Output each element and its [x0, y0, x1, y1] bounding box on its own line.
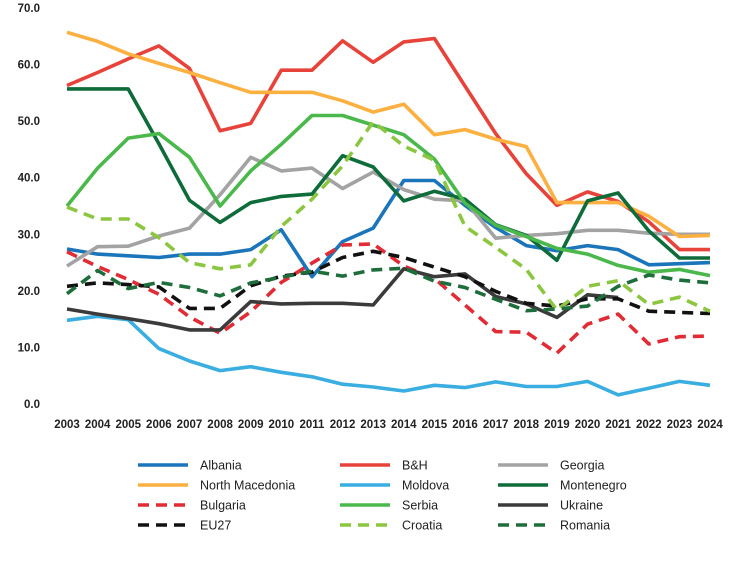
legend-label-croatia: Croatia	[402, 519, 442, 533]
x-tick-label: 2007	[177, 419, 203, 431]
x-tick-label: 2008	[207, 419, 233, 431]
x-tick-label: 2013	[360, 419, 386, 431]
series-line-montenegro	[67, 87, 710, 263]
legend-label-north-macedonia: North Macedonia	[200, 479, 295, 493]
legend-label-eu27: EU27	[200, 519, 231, 533]
series-line-north-macedonia	[66, 30, 711, 239]
x-tick-label: 2012	[330, 419, 356, 431]
legend: Albania B&H Georgia North Macedonia Moldova M…	[138, 459, 627, 533]
y-tick-label: 30.0	[18, 229, 40, 241]
x-axis-ticks: 2003 2004 2005 2006 2007 2008 2009 2010 2011 2012…	[54, 419, 723, 431]
series-line-romania	[65, 266, 711, 313]
y-tick-label: 40.0	[18, 173, 40, 185]
series-lines	[65, 30, 711, 397]
x-tick-label: 2003	[54, 419, 80, 431]
legend-label-serbia: Serbia	[402, 499, 438, 513]
legend-label-moldova: Moldova	[402, 479, 449, 493]
x-tick-label: 2024	[697, 419, 723, 431]
legend-label-b-h: B&H	[402, 459, 428, 473]
series-line-eu27	[66, 249, 711, 316]
x-tick-label: 2005	[115, 419, 141, 431]
x-tick-label: 2011	[299, 419, 325, 431]
y-tick-label: 50.0	[18, 116, 40, 128]
x-tick-label: 2021	[605, 419, 631, 431]
x-tick-label: 2004	[85, 419, 111, 431]
legend-label-ukraine: Ukraine	[560, 499, 603, 513]
x-tick-label: 2015	[422, 419, 448, 431]
series-line-bulgaria	[66, 242, 711, 355]
legend-label-montenegro: Montenegro	[560, 479, 627, 493]
y-tick-label: 0.0	[24, 399, 40, 411]
x-tick-label: 2020	[575, 419, 601, 431]
x-tick-label: 2022	[636, 419, 662, 431]
y-tick-label: 20.0	[18, 286, 40, 298]
series-line-georgia	[66, 155, 710, 268]
legend-label-albania: Albania	[200, 459, 242, 473]
x-tick-label: 2017	[483, 419, 509, 431]
series-line-moldova	[66, 314, 711, 397]
x-tick-label: 2006	[146, 419, 172, 431]
x-tick-label: 2023	[667, 419, 693, 431]
y-axis-ticks: 0.0 10.0 20.0 30.0 40.0 50.0 60.0 70.0	[18, 3, 40, 411]
x-tick-label: 2014	[391, 419, 417, 431]
y-tick-label: 60.0	[18, 60, 40, 72]
x-tick-label: 2019	[544, 419, 570, 431]
legend-label-bulgaria: Bulgaria	[200, 499, 246, 513]
x-tick-label: 2018	[513, 419, 539, 431]
series-line-b-h	[66, 36, 710, 252]
series-line-ukraine	[66, 267, 619, 332]
legend-label-georgia: Georgia	[560, 459, 605, 473]
y-tick-label: 70.0	[18, 3, 40, 15]
legend-label-romania: Romania	[560, 519, 610, 533]
x-tick-label: 2016	[452, 419, 478, 431]
y-tick-label: 10.0	[18, 342, 40, 354]
series-line-serbia	[65, 113, 711, 278]
x-tick-label: 2009	[238, 419, 264, 431]
x-tick-label: 2010	[269, 419, 295, 431]
series-line-albania	[66, 178, 711, 279]
